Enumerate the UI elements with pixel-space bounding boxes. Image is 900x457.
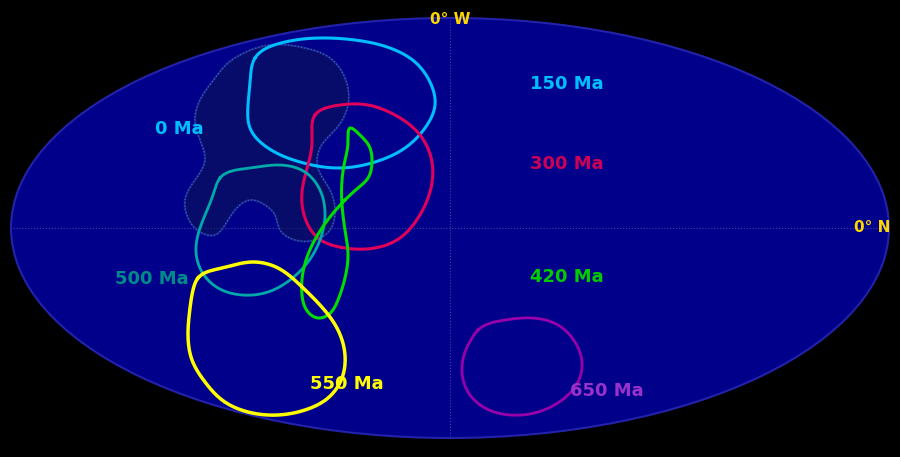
Text: 550 Ma: 550 Ma	[310, 375, 383, 393]
Text: 650 Ma: 650 Ma	[570, 382, 644, 400]
Text: 0° W: 0° W	[430, 12, 470, 27]
Text: 300 Ma: 300 Ma	[530, 155, 604, 173]
Text: 150 Ma: 150 Ma	[530, 75, 604, 93]
Text: 420 Ma: 420 Ma	[530, 268, 604, 286]
Text: 500 Ma: 500 Ma	[115, 270, 189, 288]
Ellipse shape	[11, 18, 889, 438]
Text: 0 Ma: 0 Ma	[155, 120, 203, 138]
Text: 0° N: 0° N	[853, 220, 890, 235]
Polygon shape	[184, 44, 349, 241]
